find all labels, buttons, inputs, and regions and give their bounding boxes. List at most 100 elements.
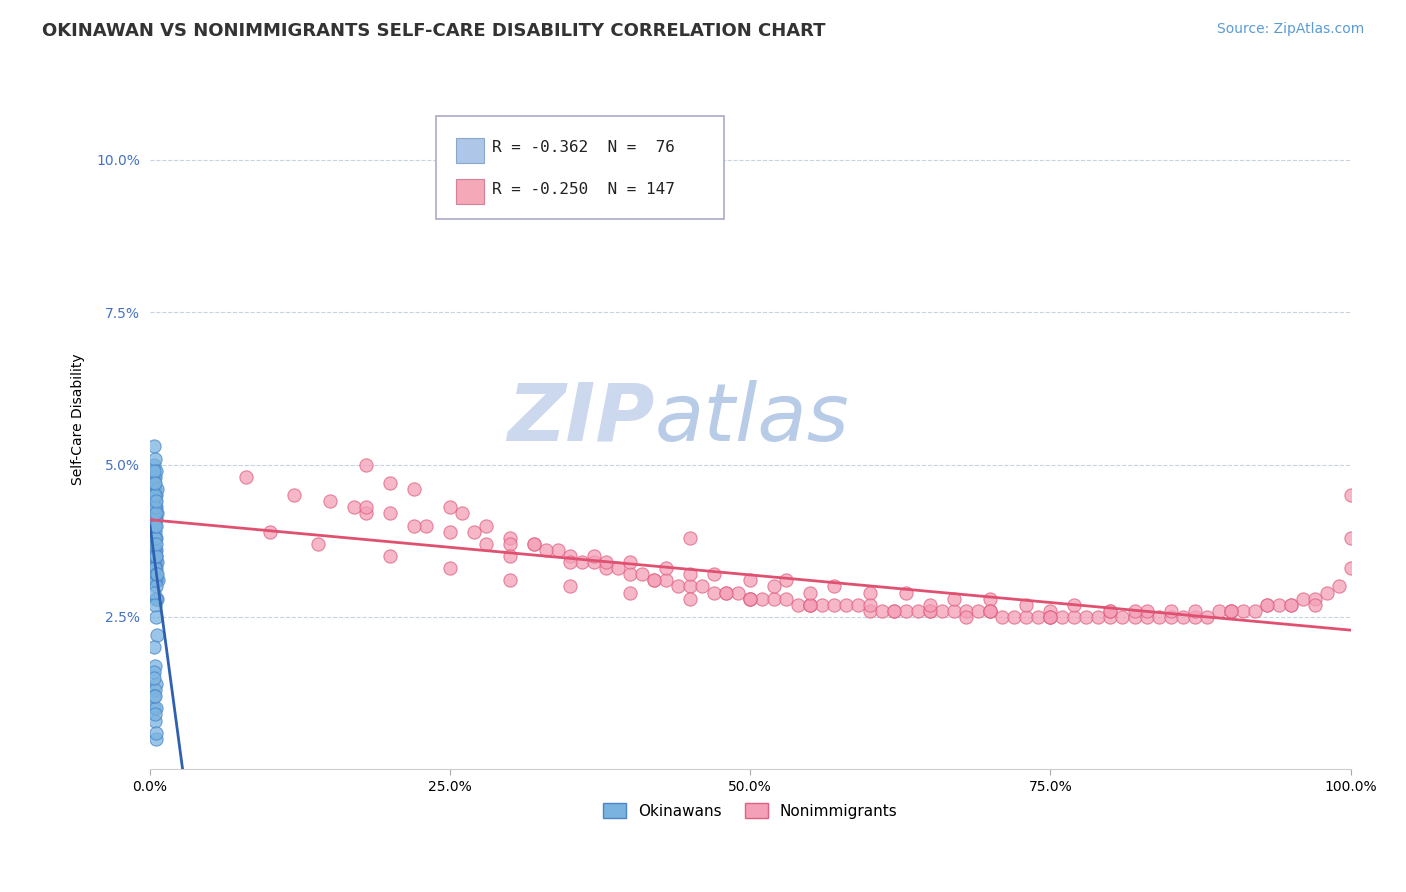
Point [523, 537, 546, 551]
Point [846, 598, 869, 612]
Point [142, 518, 165, 533]
Point [143, 561, 166, 575]
Point [560, 549, 582, 563]
Point [145, 464, 167, 478]
Point [1208, 604, 1230, 618]
Point [499, 531, 522, 545]
Point [775, 591, 797, 606]
Point [799, 598, 821, 612]
Point [655, 574, 678, 588]
Point [1147, 610, 1170, 624]
Point [943, 591, 966, 606]
Point [142, 671, 165, 685]
Point [643, 574, 665, 588]
Point [1063, 598, 1085, 612]
Point [307, 537, 329, 551]
Point [811, 598, 834, 612]
Point [943, 604, 966, 618]
Point [1135, 610, 1157, 624]
Point [727, 585, 749, 599]
Point [763, 591, 786, 606]
Point [835, 598, 858, 612]
Point [142, 543, 165, 558]
Point [859, 604, 882, 618]
Point [146, 555, 169, 569]
Point [740, 591, 762, 606]
Point [439, 500, 461, 515]
Point [145, 543, 167, 558]
Point [1160, 604, 1182, 618]
Point [145, 518, 167, 533]
Text: OKINAWAN VS NONIMMIGRANTS SELF-CARE DISABILITY CORRELATION CHART: OKINAWAN VS NONIMMIGRANTS SELF-CARE DISA… [42, 22, 825, 40]
Point [499, 549, 522, 563]
Point [1039, 610, 1062, 624]
Point [145, 531, 167, 545]
Point [143, 494, 166, 508]
Point [146, 567, 169, 582]
Point [235, 470, 257, 484]
Point [716, 585, 738, 599]
Point [799, 598, 821, 612]
Point [146, 628, 169, 642]
Point [354, 507, 377, 521]
Point [823, 580, 845, 594]
Point [145, 561, 167, 575]
Point [740, 574, 762, 588]
Point [1063, 610, 1085, 624]
Point [716, 585, 738, 599]
Point [145, 507, 167, 521]
Point [143, 524, 166, 539]
Point [142, 531, 165, 545]
Point [1171, 610, 1194, 624]
Point [1184, 604, 1206, 618]
Point [354, 458, 377, 472]
Point [143, 574, 166, 588]
Legend: Okinawans, Nonimmigrants: Okinawans, Nonimmigrants [598, 797, 904, 825]
Point [1160, 610, 1182, 624]
Point [142, 537, 165, 551]
Point [979, 591, 1001, 606]
Point [1052, 610, 1074, 624]
Point [883, 604, 905, 618]
Point [143, 598, 166, 612]
Point [679, 531, 702, 545]
Point [907, 604, 929, 618]
Point [979, 604, 1001, 618]
Point [148, 574, 170, 588]
Point [1316, 585, 1339, 599]
Point [404, 482, 426, 496]
Point [666, 580, 689, 594]
Point [439, 524, 461, 539]
Point [142, 640, 165, 655]
Point [1340, 561, 1362, 575]
Point [534, 543, 557, 558]
Point [142, 458, 165, 472]
Point [475, 518, 498, 533]
Point [143, 512, 166, 526]
Point [1340, 531, 1362, 545]
Point [145, 488, 167, 502]
Point [142, 488, 165, 502]
Point [799, 585, 821, 599]
Point [143, 482, 166, 496]
Point [1039, 610, 1062, 624]
Point [142, 701, 165, 715]
Point [1327, 580, 1350, 594]
Point [143, 531, 166, 545]
Point [142, 689, 165, 703]
Point [991, 610, 1014, 624]
Point [1256, 598, 1278, 612]
Point [343, 500, 366, 515]
Point [142, 439, 165, 453]
Point [1123, 610, 1146, 624]
Point [1232, 604, 1254, 618]
Point [547, 543, 569, 558]
Point [142, 507, 165, 521]
Point [703, 567, 725, 582]
Point [143, 714, 166, 728]
Point [619, 555, 641, 569]
Point [523, 537, 546, 551]
Point [1004, 610, 1026, 624]
Point [143, 555, 166, 569]
Point [583, 549, 606, 563]
